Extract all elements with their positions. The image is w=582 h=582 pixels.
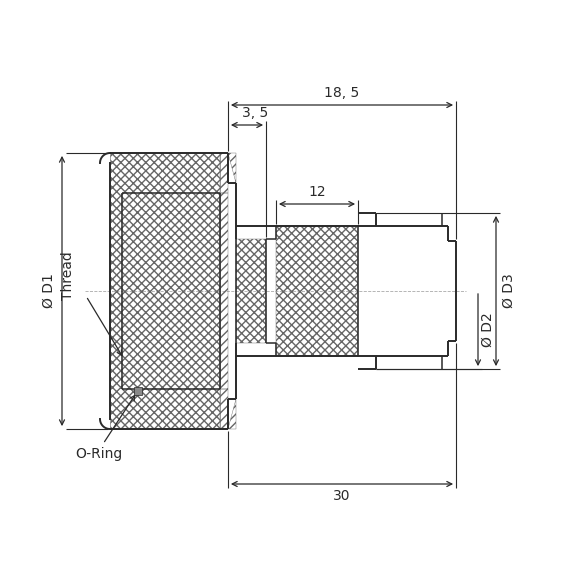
Text: 3, 5: 3, 5: [242, 106, 268, 120]
Text: Ø D3: Ø D3: [502, 274, 516, 308]
Bar: [110, 153, 220, 429]
Bar: [134, 387, 142, 395]
Text: 12: 12: [308, 185, 326, 199]
Text: Ø D2: Ø D2: [481, 313, 495, 347]
Text: 18, 5: 18, 5: [324, 86, 360, 100]
Text: 30: 30: [333, 489, 351, 503]
Bar: [220, 153, 228, 193]
Bar: [220, 389, 228, 429]
Text: O-Ring: O-Ring: [75, 447, 122, 461]
Bar: [276, 226, 358, 356]
Text: Thread: Thread: [61, 251, 75, 300]
Bar: [220, 193, 228, 389]
Text: Ø D1: Ø D1: [42, 274, 56, 308]
Bar: [236, 239, 266, 343]
Bar: [110, 153, 220, 429]
